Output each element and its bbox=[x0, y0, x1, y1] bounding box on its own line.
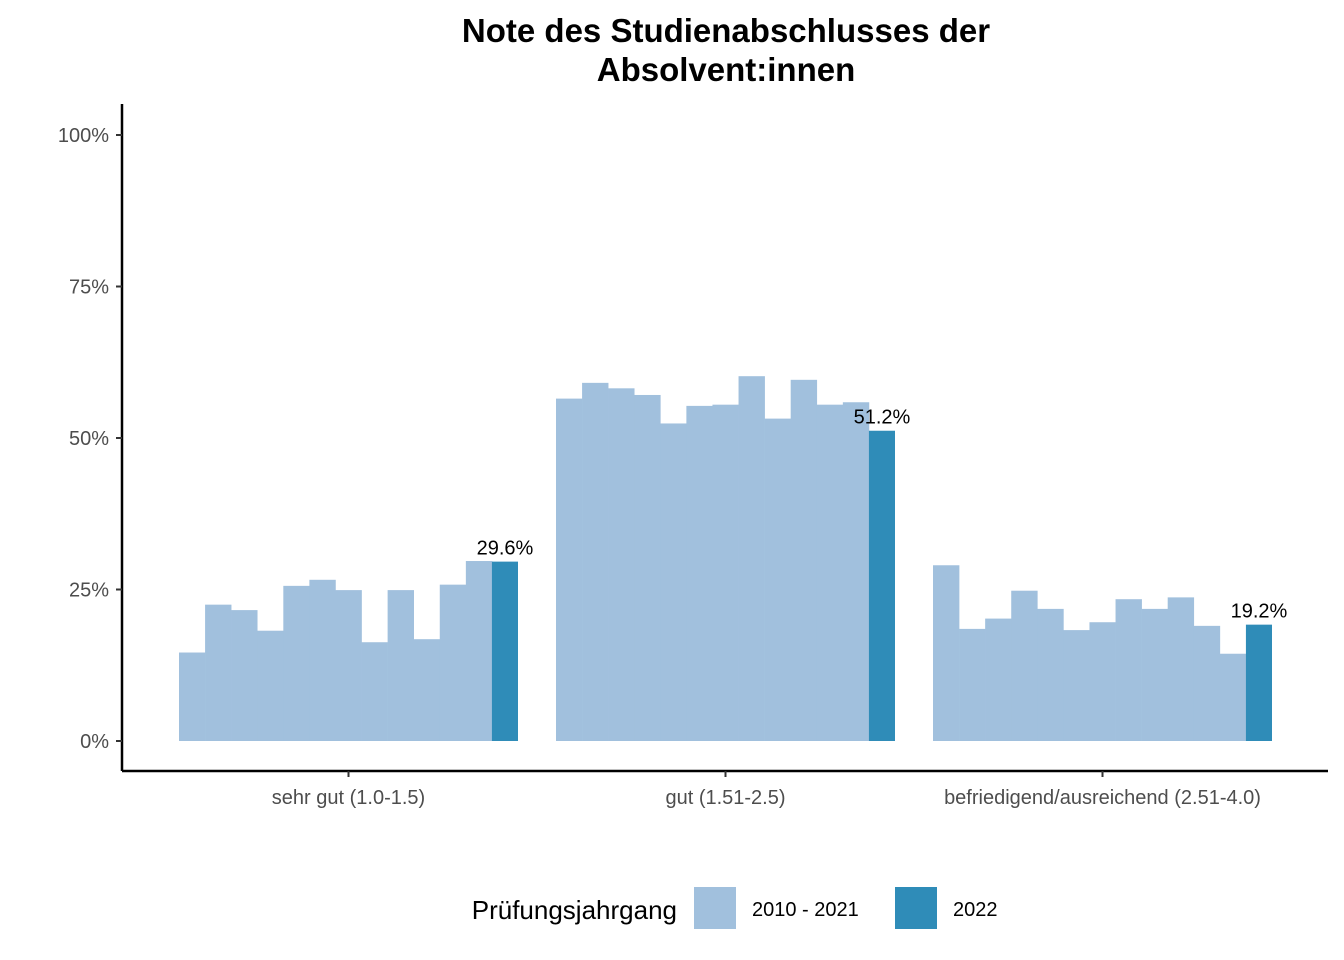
bar-2010-2021 bbox=[361, 642, 388, 741]
chart-title-line-1: Note des Studienabschlusses der bbox=[462, 12, 990, 49]
bar-2010-2021 bbox=[660, 423, 687, 741]
bar-2010-2021 bbox=[959, 628, 986, 741]
bar-2010-2021 bbox=[1037, 608, 1064, 741]
y-tick-label: 0% bbox=[80, 731, 109, 753]
x-tick-label: sehr gut (1.0-1.5) bbox=[272, 787, 425, 809]
bar-2022 bbox=[868, 430, 895, 741]
data-label-2022: 19.2% bbox=[1231, 601, 1288, 623]
bar-2010-2021 bbox=[634, 394, 661, 741]
data-label-2022: 29.6% bbox=[477, 538, 534, 560]
bar-2010-2021 bbox=[816, 404, 844, 741]
x-tick-label: befriedigend/ausreichend (2.51-4.0) bbox=[944, 787, 1261, 809]
y-tick-label: 50% bbox=[69, 428, 109, 450]
bar-2010-2021 bbox=[608, 388, 635, 741]
bar-2010-2021 bbox=[1167, 597, 1195, 741]
x-tick-label: gut (1.51-2.5) bbox=[665, 787, 785, 809]
data-label-2022: 51.2% bbox=[854, 407, 911, 429]
bar-2010-2021 bbox=[179, 652, 206, 741]
bar-2010-2021 bbox=[309, 579, 336, 741]
bar-2010-2021 bbox=[582, 382, 609, 741]
bar-2010-2021 bbox=[1063, 630, 1090, 741]
y-tick-label: 25% bbox=[69, 580, 109, 602]
y-tick-label: 100% bbox=[58, 125, 109, 147]
bar-2010-2021 bbox=[231, 610, 258, 741]
bar-2010-2021 bbox=[1115, 599, 1142, 741]
bar-2010-2021 bbox=[842, 402, 870, 741]
bar-2010-2021 bbox=[257, 630, 284, 741]
bar-2010-2021 bbox=[790, 379, 818, 741]
y-tick-label: 75% bbox=[69, 277, 109, 299]
bar-2022 bbox=[1245, 624, 1272, 741]
bar-2010-2021 bbox=[335, 590, 362, 741]
bar-2010-2021 bbox=[933, 565, 960, 741]
bar-2010-2021 bbox=[283, 585, 310, 741]
legend-label: 2022 bbox=[953, 899, 998, 921]
bar-2010-2021 bbox=[1193, 625, 1221, 741]
legend-label: 2010 - 2021 bbox=[752, 899, 859, 921]
bar-2010-2021 bbox=[712, 404, 739, 741]
bar-2010-2021 bbox=[1141, 608, 1168, 741]
bar-2010-2021 bbox=[985, 618, 1012, 741]
bar-2010-2021 bbox=[439, 584, 467, 741]
bar-2010-2021 bbox=[1011, 590, 1038, 741]
bar-2010-2021 bbox=[205, 604, 232, 741]
bar-2010-2021 bbox=[465, 561, 493, 741]
legend: Prüfungsjahrgang 2010 - 2021 2022 bbox=[472, 887, 998, 929]
bar-2010-2021 bbox=[738, 376, 765, 741]
bar-2010-2021 bbox=[556, 398, 583, 741]
legend-key-2010-2021 bbox=[694, 887, 736, 929]
bar-2022 bbox=[491, 561, 518, 741]
chart-title-line-2: Absolvent:innen bbox=[597, 51, 856, 88]
bar-2010-2021 bbox=[764, 418, 791, 741]
bar-2010-2021 bbox=[413, 639, 441, 741]
bar-2010-2021 bbox=[686, 405, 713, 741]
legend-title: Prüfungsjahrgang bbox=[472, 895, 677, 925]
legend-key-2022 bbox=[895, 887, 937, 929]
bar-2010-2021 bbox=[1219, 653, 1247, 741]
bar-2010-2021 bbox=[387, 590, 414, 741]
bar-2010-2021 bbox=[1089, 622, 1116, 741]
plot-area: 0% 25% 50% 75% 100% 29.6% sehr gut (1.0-1.5) 51… bbox=[58, 104, 1328, 809]
